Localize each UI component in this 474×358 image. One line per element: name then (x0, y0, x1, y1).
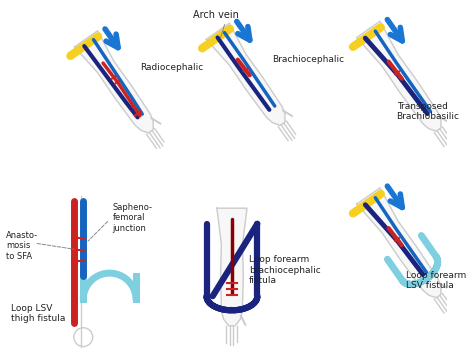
Text: Loop forearm
LSV fistula: Loop forearm LSV fistula (406, 271, 466, 290)
Text: Anasto-
mosis
to SFA: Anasto- mosis to SFA (6, 231, 38, 261)
Text: Arch vein: Arch vein (193, 10, 239, 20)
Text: Transposed
Brachiobasilic: Transposed Brachiobasilic (397, 102, 460, 121)
Text: Loop forearm
brachiocephalic
fistula: Loop forearm brachiocephalic fistula (249, 255, 320, 285)
Polygon shape (206, 23, 285, 125)
Polygon shape (357, 21, 441, 131)
Polygon shape (74, 31, 153, 133)
Polygon shape (217, 208, 247, 326)
Text: Radiocephalic: Radiocephalic (140, 63, 204, 72)
Polygon shape (357, 188, 441, 298)
Text: Loop LSV
thigh fistula: Loop LSV thigh fistula (11, 304, 65, 323)
Text: Sapheno-
femoral
junction: Sapheno- femoral junction (112, 203, 153, 232)
Text: Brachiocephalic: Brachiocephalic (272, 55, 344, 64)
